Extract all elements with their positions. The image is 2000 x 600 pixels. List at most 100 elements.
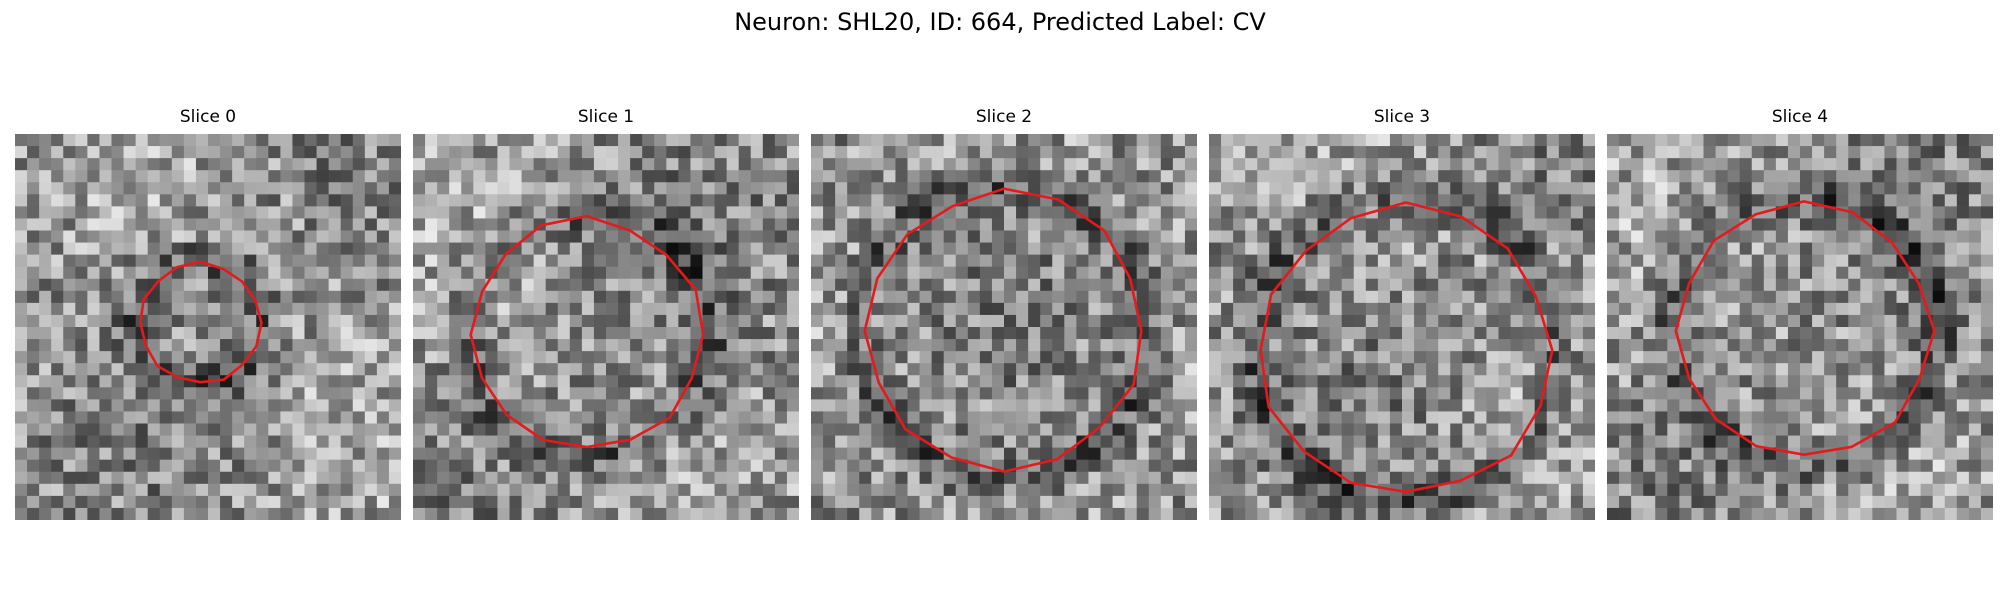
- image-pixel: [111, 242, 125, 256]
- image-pixel: [1920, 194, 1934, 207]
- image-pixel: [1305, 459, 1319, 473]
- image-pixel: [1872, 182, 1886, 195]
- image-pixel: [1377, 459, 1391, 473]
- image-pixel: [1546, 302, 1560, 316]
- image-pixel: [1160, 447, 1174, 461]
- image-pixel: [268, 423, 281, 437]
- image-pixel: [1860, 266, 1873, 280]
- image-pixel: [1691, 242, 1705, 256]
- image-pixel: [1546, 507, 1560, 520]
- image-pixel: [268, 146, 281, 159]
- image-pixel: [1377, 158, 1391, 171]
- image-pixel: [1968, 423, 1982, 437]
- image-pixel: [376, 146, 390, 159]
- image-pixel: [51, 182, 64, 195]
- image-pixel: [1751, 242, 1765, 256]
- image-pixel: [1148, 459, 1162, 473]
- image-pixel: [1715, 387, 1729, 400]
- image-pixel: [1004, 423, 1017, 437]
- image-pixel: [702, 339, 716, 352]
- image-pixel: [1727, 375, 1741, 388]
- slice-title: Slice 1: [577, 107, 635, 127]
- image-pixel: [1655, 290, 1668, 304]
- image-pixel: [171, 206, 185, 220]
- image-pixel: [280, 290, 294, 304]
- image-pixel: [449, 447, 462, 461]
- image-pixel: [1064, 387, 1077, 400]
- image-pixel: [1353, 399, 1367, 413]
- image-pixel: [268, 278, 281, 292]
- image-pixel: [244, 507, 257, 520]
- image-pixel: [1040, 146, 1053, 159]
- image-pixel: [1582, 423, 1595, 437]
- image-pixel: [376, 182, 390, 195]
- image-pixel: [220, 327, 233, 340]
- image-pixel: [774, 363, 788, 376]
- image-pixel: [1703, 435, 1717, 449]
- image-pixel: [340, 266, 354, 280]
- image-pixel: [1607, 327, 1620, 340]
- image-pixel: [1269, 302, 1282, 316]
- image-pixel: [268, 206, 281, 220]
- image-pixel: [545, 302, 559, 316]
- image-pixel: [39, 194, 52, 207]
- image-pixel: [714, 339, 728, 352]
- image-pixel: [1160, 266, 1174, 280]
- image-pixel: [1438, 194, 1451, 207]
- image-pixel: [1281, 146, 1295, 159]
- image-pixel: [75, 483, 88, 497]
- image-pixel: [15, 351, 28, 364]
- image-pixel: [1209, 134, 1222, 147]
- image-pixel: [871, 471, 884, 485]
- image-pixel: [1160, 351, 1174, 364]
- image-pixel: [1522, 218, 1536, 232]
- image-pixel: [991, 507, 1005, 520]
- image-pixel: [195, 206, 209, 220]
- image-pixel: [835, 206, 848, 220]
- image-pixel: [27, 218, 40, 232]
- image-pixel: [991, 146, 1005, 159]
- image-pixel: [1377, 399, 1391, 413]
- image-pixel: [1787, 230, 1801, 244]
- image-pixel: [1534, 363, 1548, 376]
- image-pixel: [208, 447, 221, 461]
- image-pixel: [280, 266, 294, 280]
- image-pixel: [461, 182, 474, 195]
- image-pixel: [99, 266, 113, 280]
- image-pixel: [147, 146, 161, 159]
- image-pixel: [340, 339, 354, 352]
- image-pixel: [1474, 351, 1488, 364]
- image-pixel: [1582, 363, 1595, 376]
- image-pixel: [569, 242, 583, 256]
- image-pixel: [1365, 327, 1379, 340]
- image-pixel: [437, 302, 450, 316]
- image-pixel: [678, 266, 692, 280]
- image-pixel: [425, 218, 438, 232]
- image-pixel: [1172, 447, 1186, 461]
- image-pixel: [473, 483, 486, 497]
- image-pixel: [1836, 423, 1849, 437]
- image-pixel: [955, 423, 969, 437]
- image-pixel: [1739, 278, 1753, 292]
- image-pixel: [1233, 158, 1246, 171]
- image-pixel: [738, 158, 752, 171]
- image-pixel: [666, 471, 679, 485]
- image-pixel: [195, 242, 209, 256]
- image-pixel: [268, 351, 281, 364]
- image-pixel: [1619, 170, 1632, 183]
- image-pixel: [195, 435, 209, 449]
- image-pixel: [1860, 182, 1873, 195]
- image-pixel: [232, 146, 245, 159]
- image-pixel: [388, 146, 401, 159]
- image-pixel: [895, 399, 909, 413]
- image-pixel: [388, 134, 401, 147]
- image-pixel: [774, 170, 788, 183]
- image-pixel: [63, 290, 76, 304]
- image-pixel: [1088, 387, 1102, 400]
- image-pixel: [883, 375, 897, 388]
- image-pixel: [1896, 146, 1910, 159]
- image-pixel: [895, 351, 909, 364]
- image-pixel: [883, 266, 897, 280]
- image-pixel: [208, 230, 221, 244]
- image-pixel: [220, 363, 233, 376]
